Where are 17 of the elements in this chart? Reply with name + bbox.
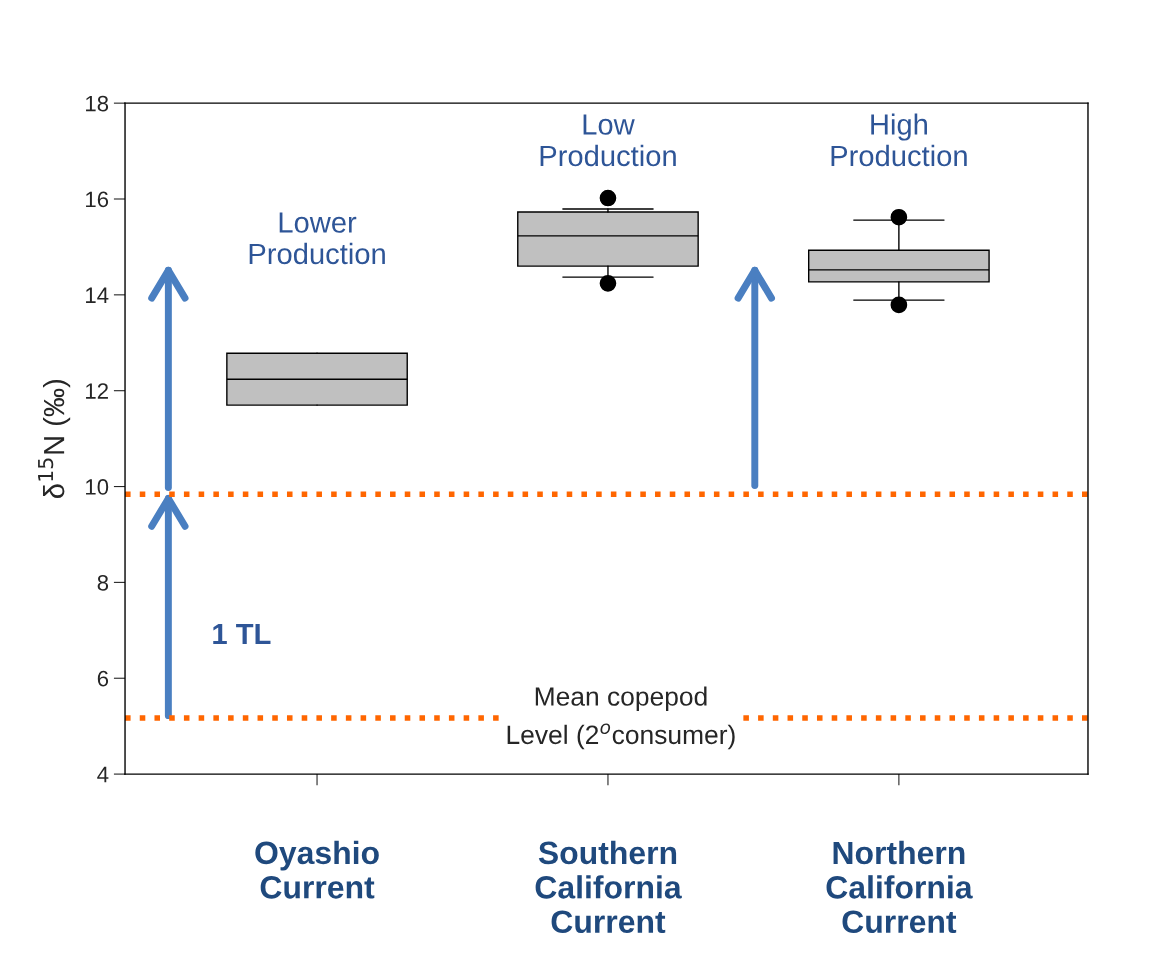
annotation: Low Production: [540, 114, 676, 167]
y-axis-title: δ$^{15}$N (‰): [38, 380, 71, 499]
annotation: High Production: [831, 113, 967, 167]
x-tick-label: Southern California Current: [535, 840, 682, 934]
y-tick-label: 4: [97, 766, 109, 783]
y-tick-label: 10: [86, 479, 109, 495]
x-tick-label: Northern California Current: [826, 840, 973, 934]
y-tick-label: 16: [86, 191, 109, 208]
y-tick-label: 12: [86, 383, 108, 399]
ref-line-label: Mean copepod Level (2$^{o}$consumer): [507, 686, 735, 750]
annotation: Lower Production: [249, 212, 385, 265]
y-tick-label: 6: [97, 670, 109, 687]
y-tick-label: 8: [97, 574, 109, 591]
y-tick-label: 18: [86, 95, 109, 112]
x-tick-label: Oyashio Current: [255, 840, 379, 899]
annotation: 1 TL: [213, 624, 271, 645]
y-tick-label: 14: [86, 287, 109, 303]
